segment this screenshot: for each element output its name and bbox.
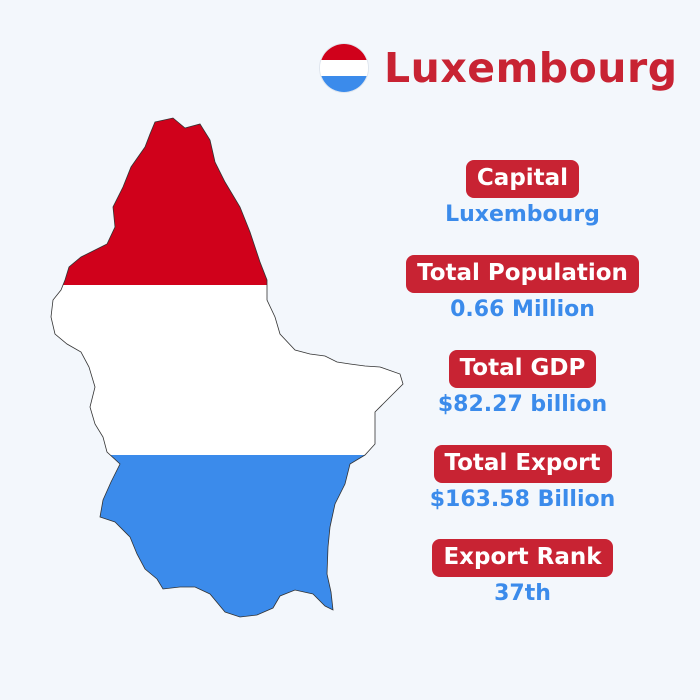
- stat-population: Total Population 0.66 Million: [395, 255, 650, 322]
- stat-gdp: Total GDP $82.27 billion: [395, 350, 650, 417]
- country-title: Luxembourg: [384, 44, 678, 92]
- header: Luxembourg: [320, 44, 678, 92]
- stat-value: 0.66 Million: [450, 296, 595, 322]
- stat-value: Luxembourg: [445, 201, 600, 227]
- map-red-band: [51, 118, 403, 285]
- stat-value: $163.58 Billion: [429, 486, 616, 512]
- flag-band-white: [320, 60, 368, 76]
- stat-label: Total GDP: [448, 350, 597, 388]
- stat-export: Total Export $163.58 Billion: [395, 445, 650, 512]
- stat-label: Export Rank: [432, 539, 613, 577]
- stat-value: 37th: [494, 580, 551, 606]
- stat-capital: Capital Luxembourg: [395, 160, 650, 227]
- map-white-band: [51, 285, 403, 455]
- stat-label: Total Population: [406, 255, 639, 293]
- map-blue-band: [51, 455, 403, 617]
- map-outline: [50, 117, 404, 618]
- flag-band-red: [320, 44, 368, 60]
- stat-value: $82.27 billion: [437, 391, 608, 417]
- flag-band-blue: [320, 76, 368, 92]
- luxembourg-map: [50, 117, 404, 618]
- stat-export-rank: Export Rank 37th: [395, 539, 650, 606]
- stat-label: Total Export: [433, 445, 612, 483]
- stat-label: Capital: [465, 160, 580, 198]
- luxembourg-flag-icon: [320, 44, 368, 92]
